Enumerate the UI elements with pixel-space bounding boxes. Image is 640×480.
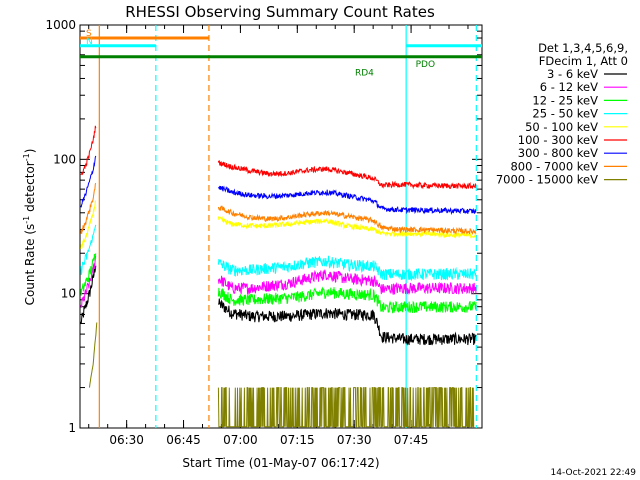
series-line: [89, 322, 98, 388]
legend-entry-label: 300 - 800 keV: [518, 146, 598, 160]
legend-entry-label: 100 - 300 keV: [518, 133, 598, 147]
y-tick-label: 1000: [45, 18, 76, 32]
plot-area: 06:30 06:45 07:00 07:15 07:30 07:45 1000 100 10…: [45, 18, 483, 447]
legend-entry-label: 50 - 100 keV: [525, 120, 598, 134]
chart-title: RHESSI Observing Summary Count Rates: [125, 3, 435, 21]
series-line: [217, 160, 477, 190]
plot-frame: [79, 24, 483, 429]
series-line: [80, 253, 97, 296]
attenuator-bars: SN: [80, 29, 482, 59]
series-line: [217, 286, 477, 314]
y-axis-label-sup2: -1: [22, 153, 31, 161]
legend-header-line-1: Det 1,3,4,5,6,9,: [538, 41, 628, 55]
annotation-label: RD4: [355, 68, 374, 78]
vertical-markers: [98, 25, 477, 428]
legend-entry-label: 25 - 50 keV: [532, 107, 598, 121]
legend-entry-label: 12 - 25 keV: [532, 93, 598, 107]
series-line: [80, 155, 97, 208]
y-axis-label-sup1: -1: [22, 216, 31, 224]
series-lines: [80, 125, 477, 428]
series-line: [80, 255, 97, 309]
x-tick-label: 07:45: [394, 433, 429, 447]
y-axis-label-main: Count Rate (s: [23, 224, 37, 306]
x-ticks: 06:30 06:45 07:00 07:15 07:30 07:45: [88, 25, 469, 447]
x-tick-label: 06:45: [166, 433, 201, 447]
x-tick-label: 07:00: [223, 433, 258, 447]
annotations: RD4 PDO: [355, 60, 435, 79]
x-axis-label: Start Time (01-May-07 06:17:42): [182, 456, 379, 470]
series-line: [80, 125, 97, 176]
series-line: [217, 205, 477, 236]
legend-header-line-2: FDecim 1, Att 0: [539, 54, 628, 68]
legend-entry-label: 3 - 6 keV: [547, 67, 598, 81]
state-bar-label: N: [86, 37, 93, 47]
series-line: [80, 200, 97, 250]
annotation-label: PDO: [416, 60, 435, 70]
legend: Det 1,3,4,5,6,9, FDecim 1, Att 0 3 - 6 k…: [496, 41, 628, 187]
x-tick-label: 07:30: [337, 433, 372, 447]
series-line: [80, 265, 97, 325]
series-line: [80, 182, 97, 234]
legend-entry-label: 800 - 7000 keV: [510, 159, 598, 173]
series-line: [218, 185, 477, 216]
y-axis-label-mid: detector: [23, 161, 37, 216]
y-axis-label: Count Rate (s-1 detector-1): [22, 149, 37, 306]
y-tick-label: 100: [53, 152, 76, 166]
series-line: [217, 269, 477, 296]
x-tick-label: 07:15: [280, 433, 315, 447]
footer-timestamp: 14-Oct-2021 22:49: [551, 468, 637, 478]
series-line: [217, 255, 477, 282]
series-line: [80, 224, 97, 276]
legend-entry-label: 6 - 12 keV: [540, 80, 598, 94]
series-line: [217, 298, 477, 346]
x-tick-label: 06:30: [109, 433, 144, 447]
y-tick-label: 1: [68, 421, 76, 435]
series-line: [217, 387, 475, 428]
series-line: [217, 215, 477, 239]
y-tick-label: 10: [61, 287, 76, 301]
state-bar-label: S: [86, 29, 92, 39]
legend-entry-label: 7000 - 15000 keV: [496, 173, 598, 187]
y-axis-label-end: ): [23, 149, 37, 154]
